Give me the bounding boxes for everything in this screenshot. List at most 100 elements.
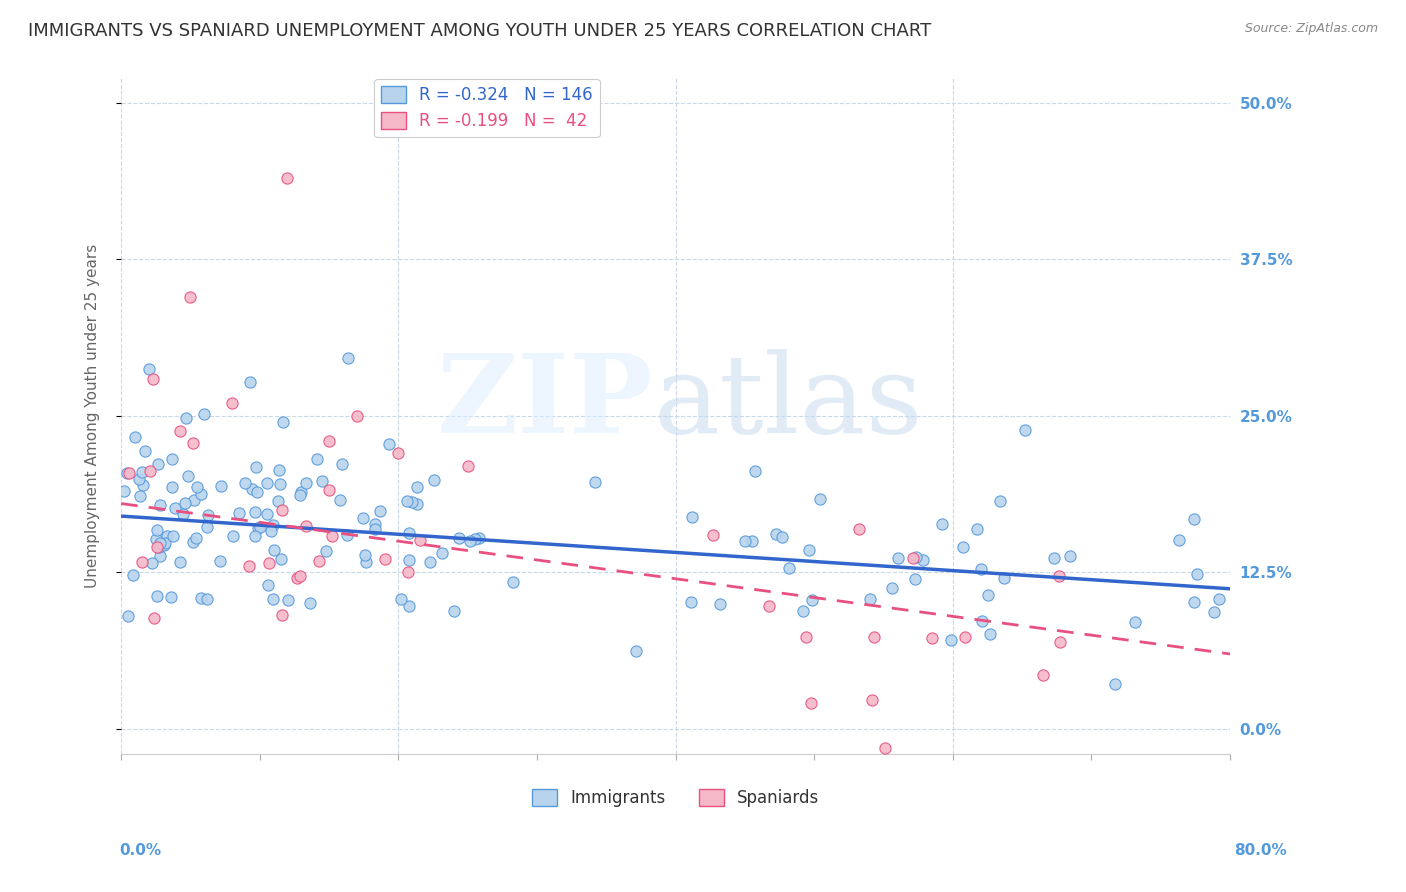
Point [186, 531, 208, 545]
Point [364, 522, 387, 536]
Point [285, 571, 308, 585]
Point [1014, 423, 1036, 437]
Point [778, 561, 800, 575]
Point [276, 170, 298, 185]
Point [257, 577, 280, 591]
Point [131, 465, 153, 479]
Point [263, 592, 285, 607]
Point [117, 608, 139, 623]
Point [142, 372, 165, 386]
Point [921, 631, 943, 645]
Point [460, 534, 482, 549]
Point [336, 351, 359, 365]
Text: 80.0%: 80.0% [1233, 843, 1286, 858]
Text: 0.0%: 0.0% [120, 843, 162, 858]
Point [406, 480, 429, 494]
Point [163, 501, 186, 516]
Point [318, 434, 340, 448]
Point [744, 464, 766, 478]
Point [271, 608, 294, 623]
Point [179, 290, 201, 304]
Point [277, 593, 299, 607]
Point [1182, 511, 1205, 525]
Point [354, 548, 377, 562]
Point [1208, 591, 1230, 606]
Point [290, 488, 312, 502]
Point [141, 556, 163, 570]
Point [389, 592, 412, 607]
Point [624, 644, 647, 658]
Point [222, 529, 245, 543]
Point [173, 496, 195, 510]
Point [208, 554, 231, 568]
Point [468, 531, 491, 545]
Point [318, 483, 340, 497]
Point [409, 533, 432, 547]
Point [953, 630, 976, 644]
Point [969, 562, 991, 576]
Point [112, 483, 135, 498]
Point [118, 466, 141, 480]
Point [396, 565, 419, 579]
Point [270, 552, 292, 566]
Point [988, 494, 1011, 508]
Point [952, 540, 974, 554]
Point [398, 599, 420, 613]
Point [267, 493, 290, 508]
Point [401, 495, 423, 509]
Point [321, 529, 343, 543]
Point [502, 575, 524, 590]
Point [395, 494, 418, 508]
Point [172, 507, 194, 521]
Point [295, 519, 318, 533]
Point [432, 546, 454, 560]
Point [239, 375, 262, 389]
Text: IMMIGRANTS VS SPANIARD UNEMPLOYMENT AMONG YOUTH UNDER 25 YEARS CORRELATION CHART: IMMIGRANTS VS SPANIARD UNEMPLOYMENT AMON… [28, 22, 931, 40]
Point [294, 475, 316, 490]
Point [873, 741, 896, 756]
Point [800, 696, 823, 710]
Point [197, 508, 219, 523]
Point [880, 581, 903, 595]
Point [181, 435, 204, 450]
Point [156, 528, 179, 542]
Point [329, 493, 352, 508]
Point [1168, 533, 1191, 547]
Point [131, 555, 153, 569]
Point [859, 592, 882, 607]
Point [269, 462, 291, 476]
Point [330, 458, 353, 472]
Point [931, 516, 953, 531]
Point [209, 479, 232, 493]
Point [1123, 615, 1146, 629]
Point [243, 505, 266, 519]
Point [260, 524, 283, 539]
Point [193, 407, 215, 421]
Point [146, 457, 169, 471]
Point [398, 553, 420, 567]
Point [1104, 677, 1126, 691]
Point [794, 630, 817, 644]
Text: atlas: atlas [654, 349, 922, 456]
Point [406, 498, 429, 512]
Point [423, 473, 446, 487]
Point [162, 528, 184, 542]
Point [398, 525, 420, 540]
Point [256, 476, 278, 491]
Point [124, 429, 146, 443]
Point [758, 599, 780, 614]
Point [346, 409, 368, 423]
Point [121, 567, 143, 582]
Point [979, 627, 1001, 641]
Point [181, 535, 204, 549]
Point [148, 540, 170, 554]
Point [269, 477, 291, 491]
Point [308, 554, 330, 568]
Point [336, 528, 359, 542]
Point [378, 437, 401, 451]
Point [238, 559, 260, 574]
Point [1204, 605, 1226, 619]
Point [741, 533, 763, 548]
Point [146, 540, 169, 554]
Point [447, 531, 470, 545]
